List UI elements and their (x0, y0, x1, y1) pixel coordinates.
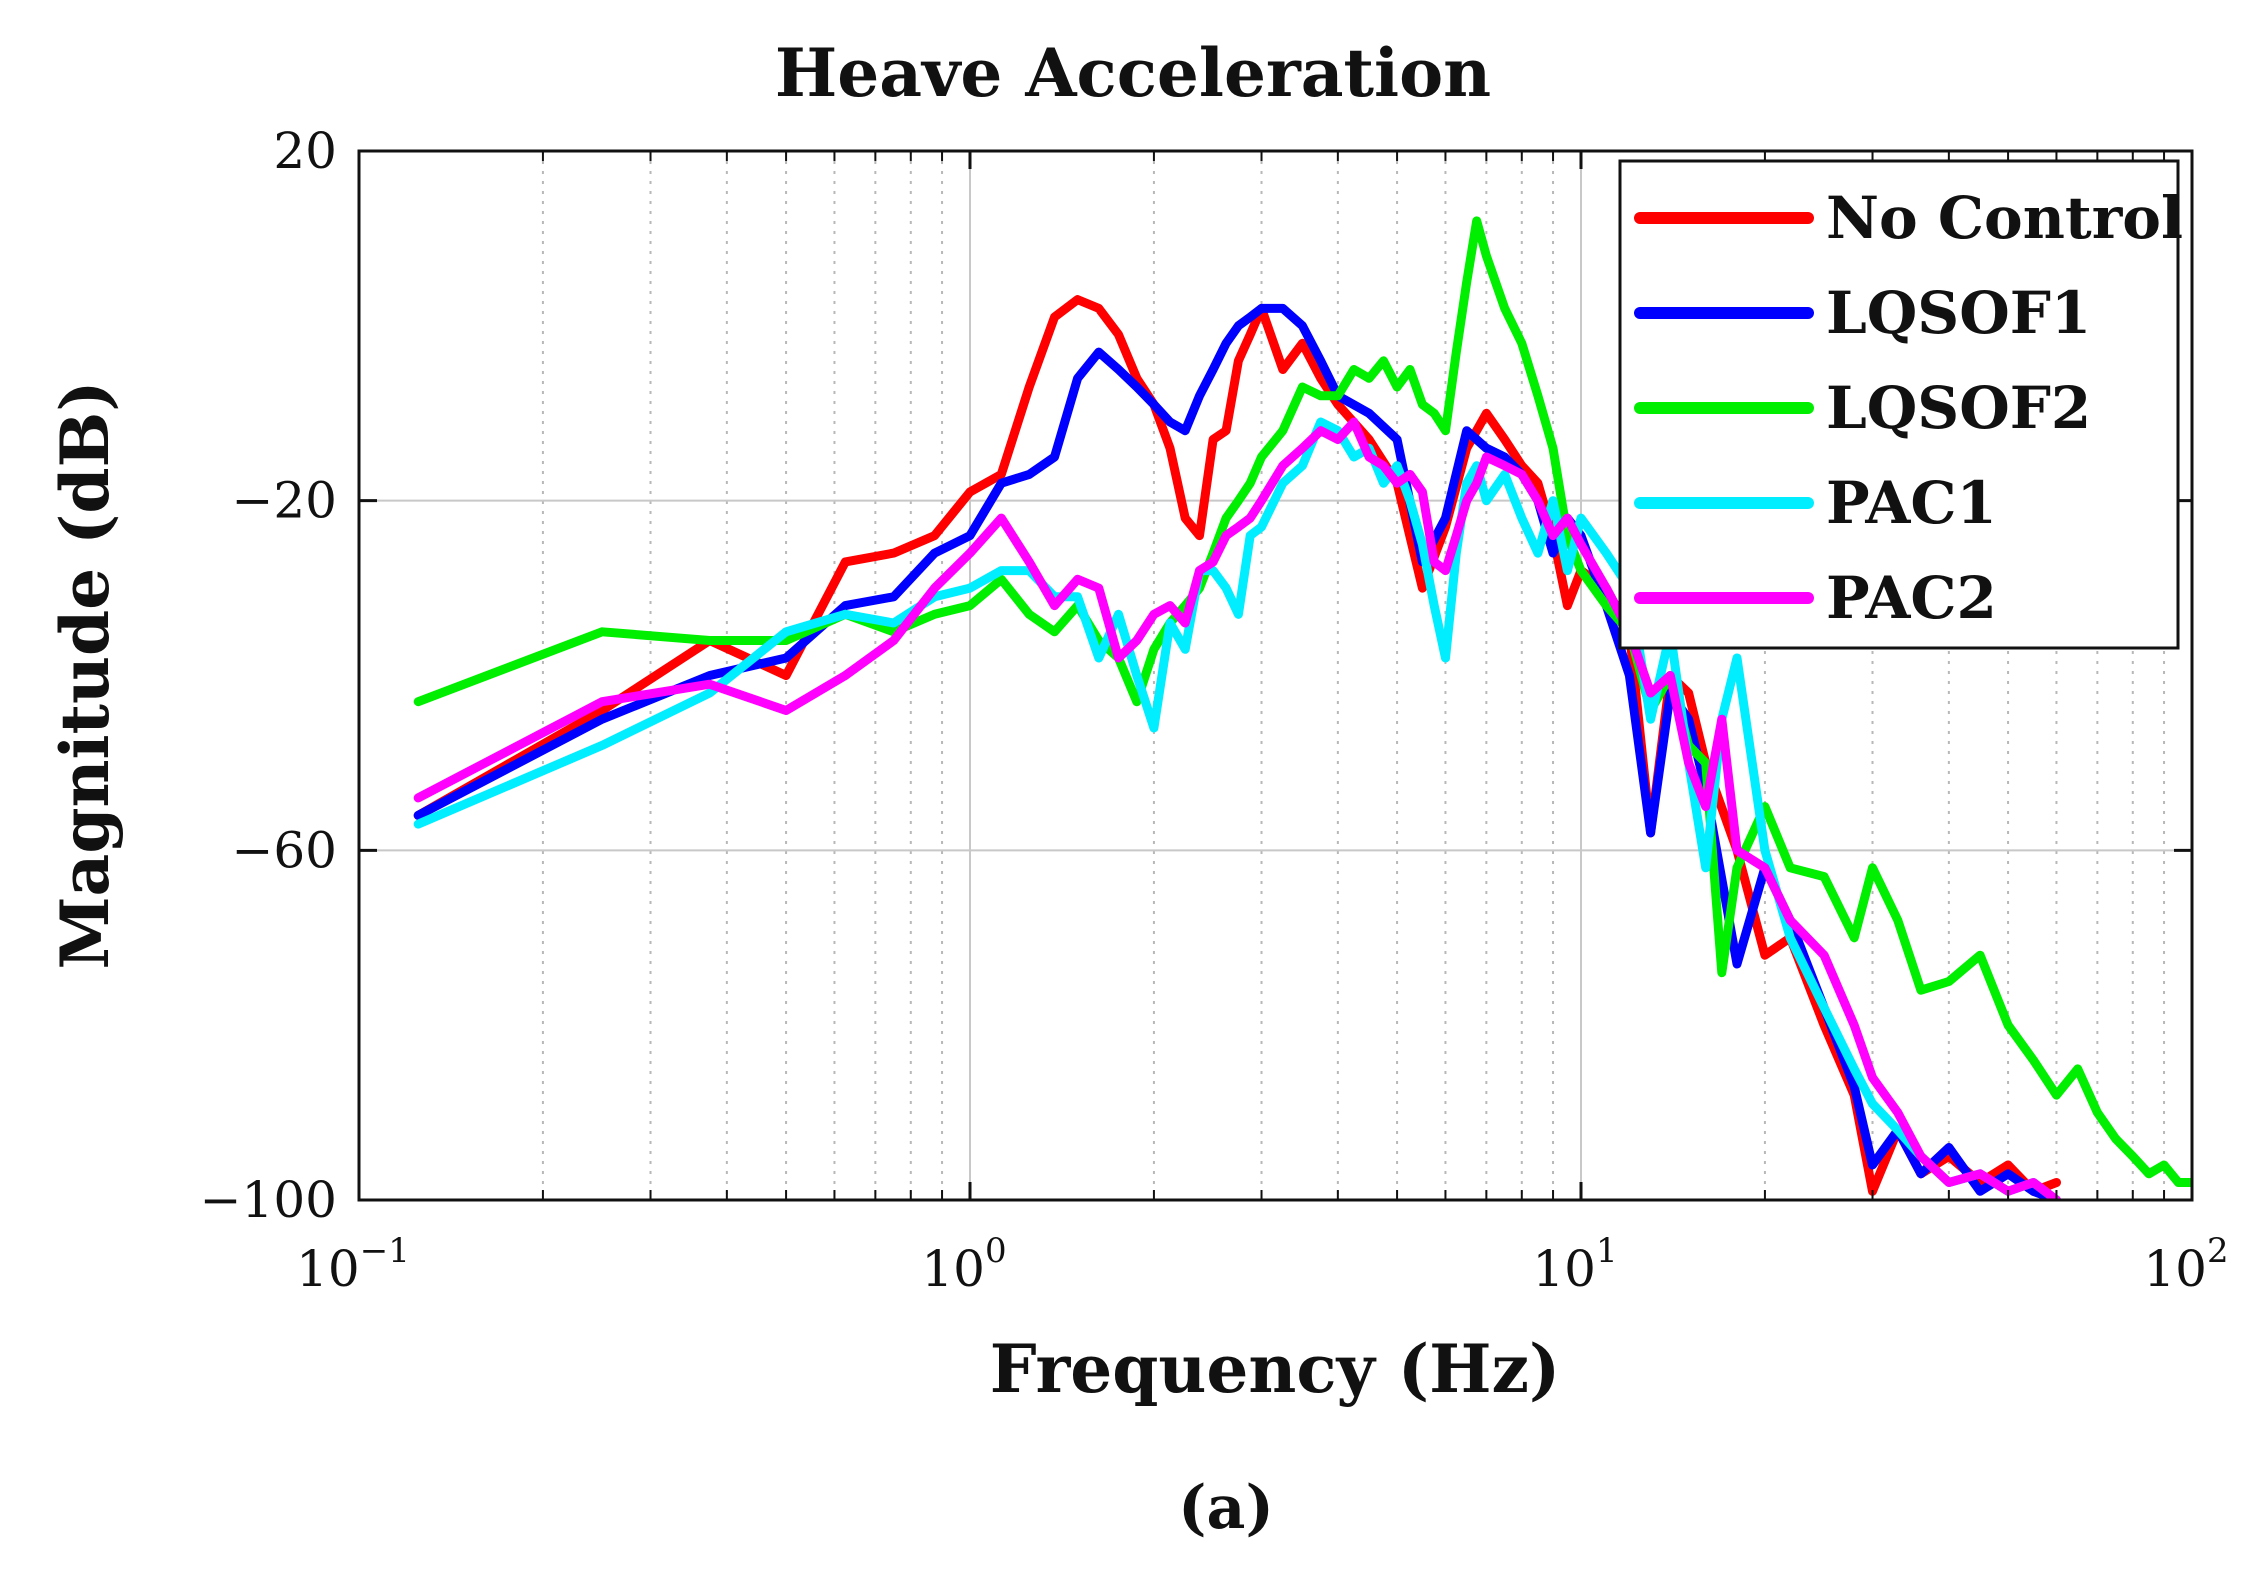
y-axis-label: Magnitude (dB) (46, 380, 124, 969)
x-tick-label: 102 (2143, 1231, 2228, 1298)
legend: No Control LQSOF1 LQSOF2 PAC1 PAC2 (1618, 159, 2183, 650)
x-axis-label: Frequency (Hz) (990, 1330, 1560, 1408)
chart-title: Heave Acceleration (775, 34, 1491, 112)
series-line-pac2 (413, 417, 2061, 1200)
plot-frame (357, 149, 2194, 1202)
y-tick-label: −60 (231, 821, 337, 879)
x-tick-label: 10−1 (296, 1231, 410, 1298)
series-lines (413, 216, 2192, 1200)
x-tick-label: 101 (1532, 1231, 1617, 1298)
series-line-lqsof1 (413, 303, 2061, 1200)
legend-label: No Control (1826, 184, 2183, 252)
y-tick-label: −100 (200, 1171, 337, 1229)
legend-label: PAC2 (1826, 564, 1997, 632)
x-tick-label: 100 (921, 1231, 1006, 1298)
ticks: 10−1 100 101 102 20 −20 −60 −100 (200, 122, 2229, 1298)
y-tick-label: 20 (273, 122, 337, 180)
figure-caption: (a) (1178, 1473, 1274, 1543)
legend-label: LQSOF2 (1826, 374, 2091, 442)
series-line-pac1 (413, 417, 2061, 1200)
y-tick-label: −20 (231, 472, 337, 530)
legend-label: LQSOF1 (1826, 279, 2091, 347)
legend-label: PAC1 (1826, 469, 1997, 537)
